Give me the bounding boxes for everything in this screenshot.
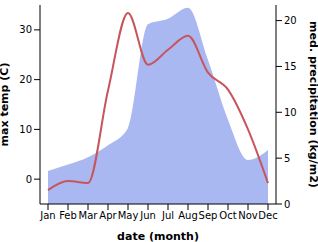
- svg-text:Feb: Feb: [59, 210, 77, 221]
- svg-text:30: 30: [19, 24, 32, 35]
- svg-text:5: 5: [284, 153, 290, 164]
- svg-text:Oct: Oct: [219, 210, 236, 221]
- svg-text:Apr: Apr: [99, 210, 117, 221]
- svg-text:Jan: Jan: [39, 210, 55, 221]
- svg-text:10: 10: [19, 124, 32, 135]
- svg-text:May: May: [118, 210, 139, 221]
- svg-text:20: 20: [19, 74, 32, 85]
- svg-text:0: 0: [284, 199, 290, 210]
- svg-text:20: 20: [284, 15, 297, 26]
- svg-text:max temp (C): max temp (C): [8, 63, 11, 147]
- svg-text:Aug: Aug: [178, 210, 198, 221]
- svg-text:Jul: Jul: [161, 210, 174, 221]
- svg-text:date (month): date (month): [117, 230, 199, 242]
- svg-text:Sep: Sep: [199, 210, 218, 221]
- svg-text:Nov: Nov: [238, 210, 258, 221]
- svg-text:0: 0: [26, 174, 32, 185]
- svg-text:Mar: Mar: [79, 210, 99, 221]
- svg-text:10: 10: [284, 107, 297, 118]
- svg-text:Jun: Jun: [139, 210, 156, 221]
- svg-text:med. precipitation (kg/m2): med. precipitation (kg/m2): [307, 21, 310, 188]
- svg-text:Dec: Dec: [258, 210, 277, 221]
- svg-text:15: 15: [284, 61, 297, 72]
